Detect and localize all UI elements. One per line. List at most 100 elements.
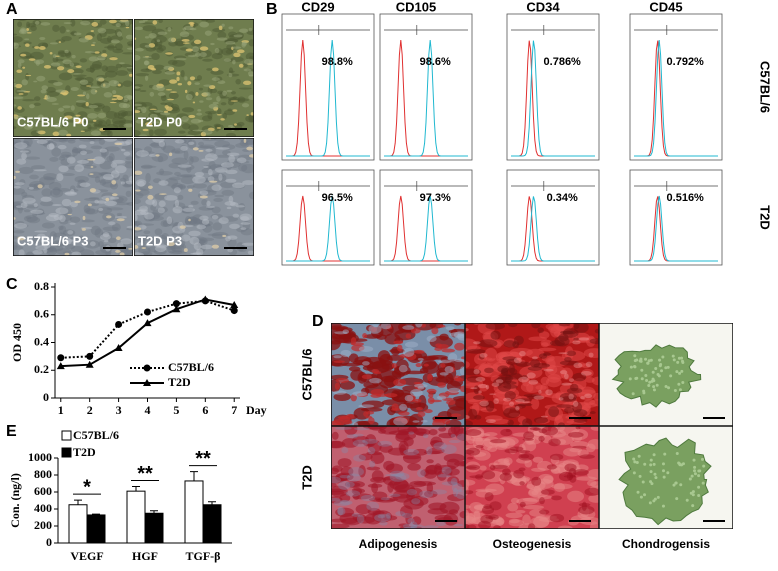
cell — [23, 209, 31, 213]
x-axis-label: Day — [246, 403, 267, 417]
cell — [167, 244, 176, 254]
cell — [172, 59, 186, 67]
cell — [431, 327, 439, 335]
cell — [216, 37, 228, 41]
cell — [99, 148, 108, 153]
cell — [13, 36, 23, 43]
cell — [34, 230, 48, 233]
cell — [16, 158, 27, 165]
cell — [333, 500, 351, 507]
cell — [123, 151, 131, 156]
cell — [225, 41, 236, 45]
cell — [106, 215, 112, 219]
tissue-dot — [698, 469, 702, 473]
percentage: 98.8% — [322, 56, 353, 68]
cell — [515, 398, 532, 402]
cell — [527, 523, 536, 529]
cell — [140, 106, 147, 114]
cell — [23, 215, 38, 222]
tissue-dot — [651, 370, 655, 374]
cell — [49, 142, 55, 150]
cell — [167, 26, 172, 32]
cell — [502, 356, 517, 361]
cell — [156, 39, 161, 43]
cell — [465, 338, 478, 352]
cell — [346, 434, 358, 439]
cell — [532, 456, 544, 463]
cell — [184, 76, 188, 81]
cell — [75, 65, 82, 69]
cell — [98, 241, 104, 248]
cell — [200, 244, 213, 250]
cell — [86, 93, 90, 100]
cell — [13, 126, 17, 130]
cell — [239, 140, 249, 147]
cell — [199, 195, 208, 199]
tissue-dot — [644, 373, 648, 377]
cell — [134, 26, 144, 31]
cell — [115, 63, 123, 69]
cell — [169, 250, 183, 255]
cell — [64, 191, 78, 196]
cell — [417, 386, 425, 390]
cell — [375, 498, 396, 503]
cell — [109, 196, 120, 200]
cell — [22, 66, 26, 69]
cell — [184, 215, 192, 226]
cell — [543, 475, 554, 484]
cell — [43, 173, 58, 180]
cell — [129, 175, 133, 183]
cell — [76, 159, 90, 164]
cell — [89, 173, 94, 175]
cell — [228, 195, 234, 203]
cell — [556, 404, 574, 408]
cell — [33, 169, 47, 172]
tissue-dot — [673, 388, 677, 392]
cell — [355, 504, 372, 515]
cell — [499, 472, 512, 481]
cell — [423, 525, 439, 529]
cell — [15, 170, 20, 173]
column-label: Adipogenesis — [359, 537, 438, 551]
cell — [446, 399, 456, 406]
cell — [190, 156, 200, 163]
cell — [134, 252, 144, 256]
cell — [439, 372, 449, 376]
cell — [136, 107, 143, 110]
legend-label: T2D — [168, 375, 191, 389]
cell — [207, 176, 215, 183]
cell — [166, 241, 175, 247]
cell — [406, 488, 417, 496]
cell — [13, 230, 25, 234]
tissue-dot — [661, 462, 665, 466]
cell — [523, 394, 541, 397]
cell — [434, 347, 443, 351]
cell — [82, 120, 96, 124]
cell — [92, 41, 96, 44]
cell — [85, 67, 96, 73]
cell — [199, 215, 209, 221]
cell — [112, 159, 126, 164]
cell — [215, 154, 232, 158]
cell — [503, 407, 521, 419]
cell — [215, 147, 230, 150]
cell — [71, 251, 82, 256]
cell — [27, 123, 34, 129]
cell — [115, 165, 127, 174]
cell — [160, 220, 169, 227]
cell — [41, 188, 53, 197]
cell — [380, 497, 390, 501]
cell — [134, 170, 143, 175]
cell — [580, 396, 585, 400]
cell — [119, 177, 127, 182]
cell — [158, 200, 166, 208]
y-tick-label: 400 — [34, 501, 52, 515]
cell — [156, 244, 168, 248]
cell — [548, 438, 561, 447]
cell — [136, 242, 144, 246]
cell — [144, 75, 149, 81]
cell — [40, 22, 51, 26]
cell — [156, 170, 173, 176]
cell — [103, 92, 113, 98]
y-tick-label: 0.4 — [34, 334, 49, 348]
